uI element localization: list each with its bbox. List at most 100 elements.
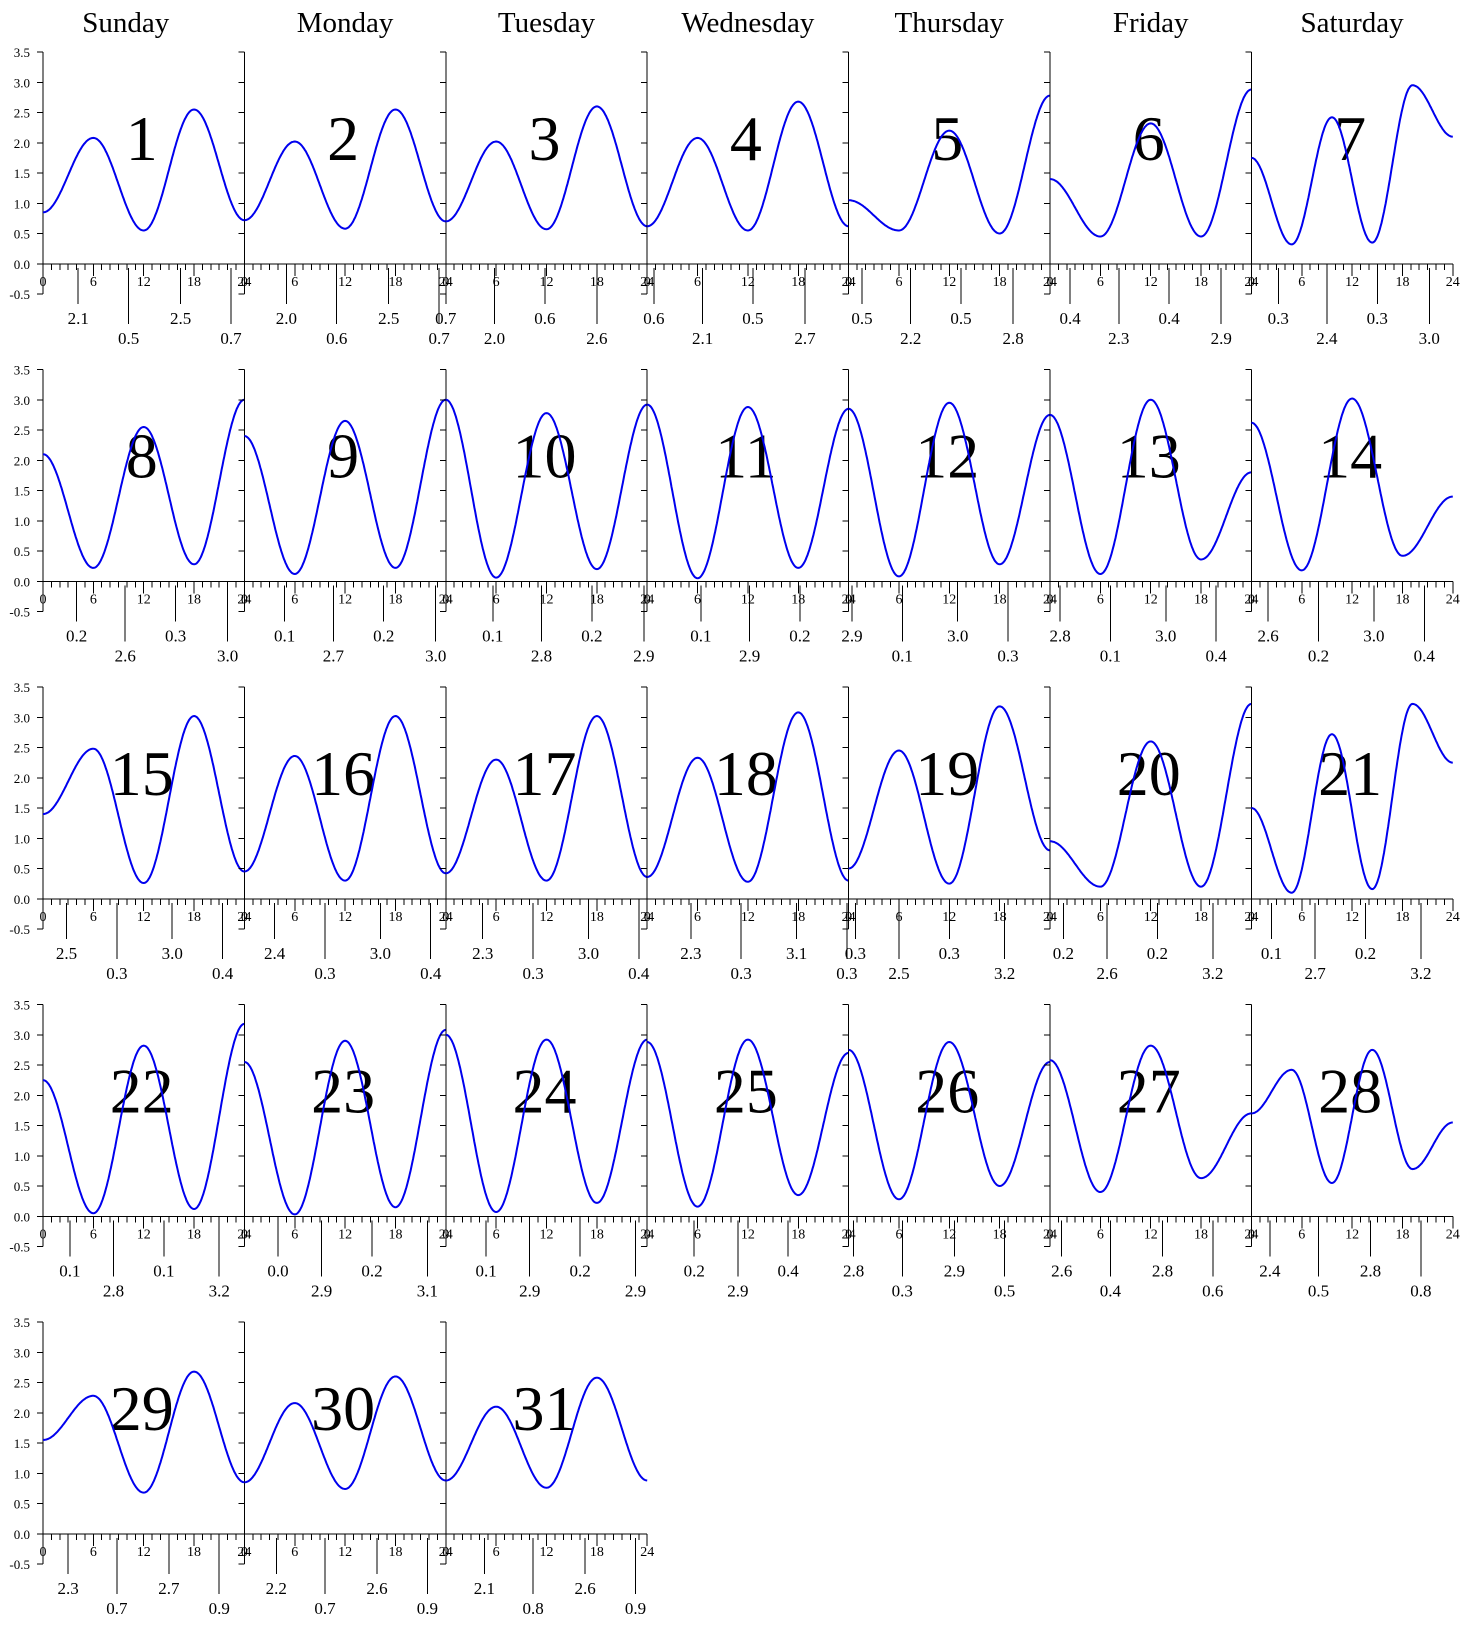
tide-curve — [445, 714, 648, 882]
day-number-label: 8 — [126, 421, 158, 492]
extremum-label: 0.3 — [1268, 309, 1289, 328]
extremum-label: 0.5 — [1308, 1281, 1329, 1300]
x-tick-label: 18 — [993, 910, 1007, 925]
day-panels: -0.50.00.51.01.52.02.53.03.50 6 12 18 2412.1… — [9, 45, 1459, 1618]
y-tick-label: 2.5 — [14, 741, 30, 756]
y-tick-label: 2.0 — [14, 1406, 30, 1421]
extremum-label: 0.4 — [778, 1261, 800, 1280]
tide-curve — [445, 1376, 648, 1489]
x-tick-label: 0 — [40, 275, 47, 290]
extremum-label: 2.9 — [625, 1281, 646, 1300]
y-tick-label: 3.0 — [14, 710, 30, 725]
x-tick-label: 12 — [741, 592, 755, 607]
extremum-label: 0.5 — [118, 329, 139, 348]
x-tick-label: 12 — [137, 592, 151, 607]
tide-curve — [1251, 702, 1453, 894]
y-tick-label: 3.5 — [14, 680, 30, 695]
extremum-label: 2.4 — [264, 944, 286, 963]
tide-curve — [1049, 398, 1252, 576]
x-tick-label: 12 — [137, 1227, 151, 1242]
x-tick-label: 0 — [241, 592, 248, 607]
extremum-label: 0.6 — [1202, 1281, 1223, 1300]
extremum-label: 3.2 — [1410, 964, 1431, 983]
y-tick-label: 0.5 — [14, 1179, 30, 1194]
extremum-label: 3.0 — [947, 626, 968, 645]
day-number-label: 20 — [1117, 738, 1181, 809]
tide-curve — [647, 100, 849, 232]
y-tick-label: 3.5 — [14, 45, 30, 60]
tide-curve — [1251, 1048, 1453, 1185]
y-tick-label: 3.5 — [14, 1315, 30, 1330]
extremum-label: 2.5 — [888, 964, 909, 983]
extremum-label: 3.1 — [786, 944, 807, 963]
extremum-label: 0.1 — [59, 1261, 80, 1280]
day-number-label: 7 — [1334, 103, 1366, 174]
x-tick-label: 12 — [1144, 1227, 1158, 1242]
extremum-label: 2.7 — [794, 329, 816, 348]
x-tick-label: 0 — [241, 910, 248, 925]
extremum-label: 0.3 — [892, 1281, 913, 1300]
extremum-label: 0.2 — [373, 626, 394, 645]
extremum-label: 0.4 — [212, 964, 234, 983]
x-tick-label: 6 — [90, 1227, 97, 1242]
x-tick-label: 24 — [1446, 275, 1460, 290]
x-tick-label: 18 — [187, 275, 201, 290]
extremum-label: 3.2 — [994, 964, 1015, 983]
x-tick-label: 18 — [1194, 592, 1208, 607]
extremum-label: 0.3 — [939, 944, 960, 963]
x-tick-label: 0 — [40, 910, 47, 925]
x-tick-label: 18 — [993, 592, 1007, 607]
day-number-label: 19 — [915, 738, 979, 809]
extremum-label: 0.1 — [153, 1261, 174, 1280]
tide-curve — [1251, 397, 1453, 572]
x-tick-label: 6 — [493, 275, 500, 290]
x-tick-label: 12 — [1345, 275, 1359, 290]
y-tick-label: 1.0 — [14, 1466, 30, 1481]
x-tick-label: 12 — [741, 910, 755, 925]
day-number-label: 3 — [529, 103, 561, 174]
x-tick-label: 18 — [388, 592, 402, 607]
weekday-header-wednesday: Wednesday — [681, 7, 814, 39]
tide-curve — [647, 1038, 849, 1208]
extremum-label: 3.0 — [370, 944, 391, 963]
x-tick-label: 6 — [291, 910, 298, 925]
extremum-label: 3.0 — [1419, 329, 1440, 348]
day-panel: 0 6 12 18 24 28 2.4 0.5 2.8 0.8 — [1245, 1004, 1460, 1300]
extremum-label: 0.4 — [1206, 646, 1228, 665]
x-tick-label: 18 — [1395, 1227, 1409, 1242]
x-tick-label: 12 — [338, 592, 352, 607]
x-tick-label: 18 — [187, 1545, 201, 1560]
x-tick-label: 0 — [1248, 1227, 1255, 1242]
extremum-label: 0.7 — [314, 1599, 336, 1618]
tide-curve — [445, 1033, 648, 1214]
extremum-label: 0.4 — [1414, 646, 1436, 665]
y-tick-label: 0.5 — [14, 1497, 30, 1512]
extremum-label: 3.0 — [425, 646, 446, 665]
x-tick-label: 12 — [137, 910, 151, 925]
day-number-label: 23 — [311, 1056, 375, 1127]
x-tick-label: 18 — [590, 910, 604, 925]
tide-curve — [42, 398, 245, 569]
y-tick-label: 1.5 — [14, 1436, 30, 1451]
day-panel: -0.50.00.51.01.52.02.53.03.50 6 12 18 2480.2… — [9, 363, 251, 666]
x-tick-label: 0 — [442, 592, 449, 607]
y-tick-label: -0.5 — [9, 1240, 30, 1255]
tide-curve — [244, 1375, 446, 1491]
x-tick-label: 6 — [1298, 910, 1305, 925]
x-tick-label: 6 — [1097, 910, 1104, 925]
extremum-label: 0.1 — [475, 1261, 496, 1280]
extremum-label: 2.6 — [1258, 626, 1279, 645]
day-panel: -0.50.00.51.01.52.02.53.03.50 6 12 18 24152.… — [9, 680, 251, 983]
